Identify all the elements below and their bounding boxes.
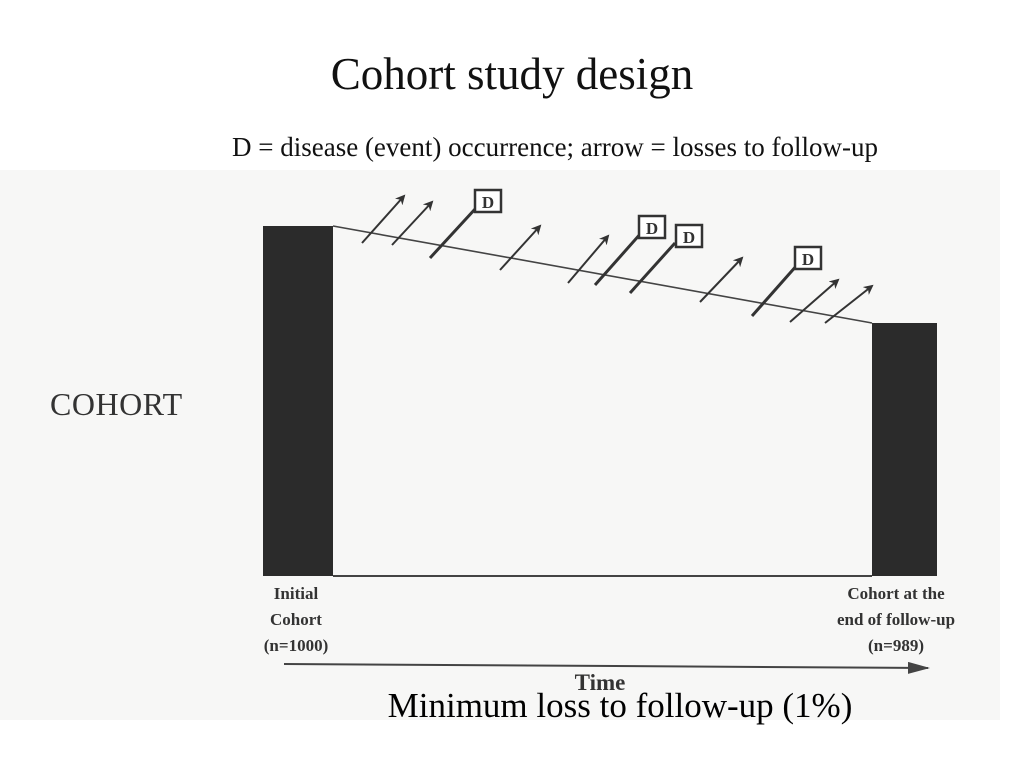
initial-cohort-caption-line: (n=1000) bbox=[263, 636, 329, 655]
initial-cohort-caption-line: Initial bbox=[273, 584, 319, 603]
loss-arrow bbox=[361, 194, 406, 244]
loss-arrows bbox=[361, 194, 874, 324]
loss-arrow bbox=[567, 234, 610, 284]
final-cohort-caption-line: Cohort at the bbox=[847, 584, 945, 603]
loss-arrow bbox=[824, 284, 874, 324]
bottom-caption: Minimum loss to follow-up (1%) bbox=[387, 686, 853, 725]
event-line bbox=[750, 263, 800, 317]
scanned-figure-background bbox=[0, 170, 1000, 720]
event-line bbox=[628, 241, 677, 295]
event-marker-label: D bbox=[482, 193, 494, 212]
initial-cohort-caption-line: Cohort bbox=[270, 610, 322, 629]
event-marker-label: D bbox=[683, 228, 695, 247]
event-marker-label: D bbox=[802, 250, 814, 269]
final-cohort-caption: Cohort at the end of follow-up (n=989) bbox=[806, 581, 986, 659]
event-marker-label: D bbox=[646, 219, 658, 238]
loss-arrow bbox=[789, 278, 840, 323]
time-axis-label: Time bbox=[574, 670, 626, 695]
event-markers: D D D D bbox=[473, 188, 823, 271]
cohort-label: COHORT bbox=[50, 386, 183, 422]
event-lines bbox=[428, 206, 800, 317]
final-cohort-caption-line: (n=989) bbox=[868, 636, 924, 655]
final-cohort-caption-line: end of follow-up bbox=[836, 610, 956, 629]
slide-subtitle: D = disease (event) occurrence; arrow = … bbox=[232, 132, 878, 162]
loss-arrow bbox=[391, 200, 434, 246]
initial-cohort-caption: Initial Cohort (n=1000) bbox=[236, 581, 356, 659]
loss-arrow bbox=[499, 224, 542, 271]
slide-title: Cohort study design bbox=[330, 49, 694, 99]
loss-arrow bbox=[699, 256, 744, 303]
time-axis-arrow bbox=[283, 661, 930, 674]
event-line bbox=[428, 206, 478, 260]
final-cohort-bar bbox=[872, 323, 937, 576]
event-line bbox=[593, 231, 644, 286]
initial-cohort-bar bbox=[263, 226, 333, 576]
